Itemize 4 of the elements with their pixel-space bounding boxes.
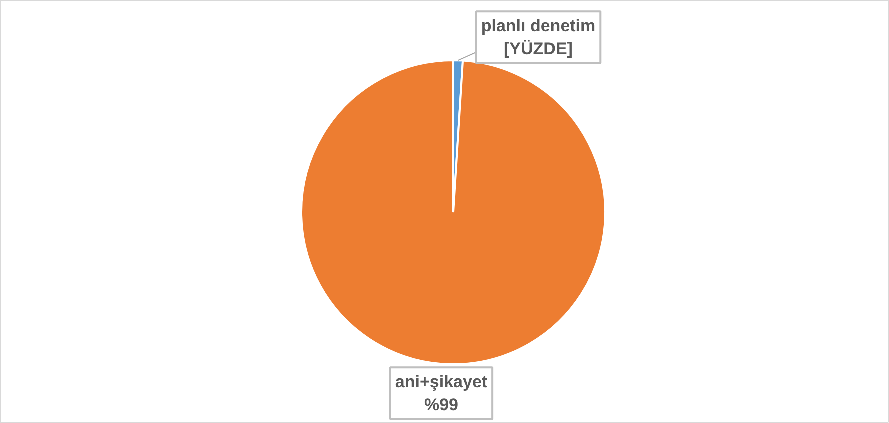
slice-label: ani+şikayet <box>395 372 488 392</box>
data-label: [YÜZDE] <box>504 39 573 58</box>
data-label: %99 <box>424 395 459 414</box>
slice-label: planlı denetim <box>481 16 596 36</box>
